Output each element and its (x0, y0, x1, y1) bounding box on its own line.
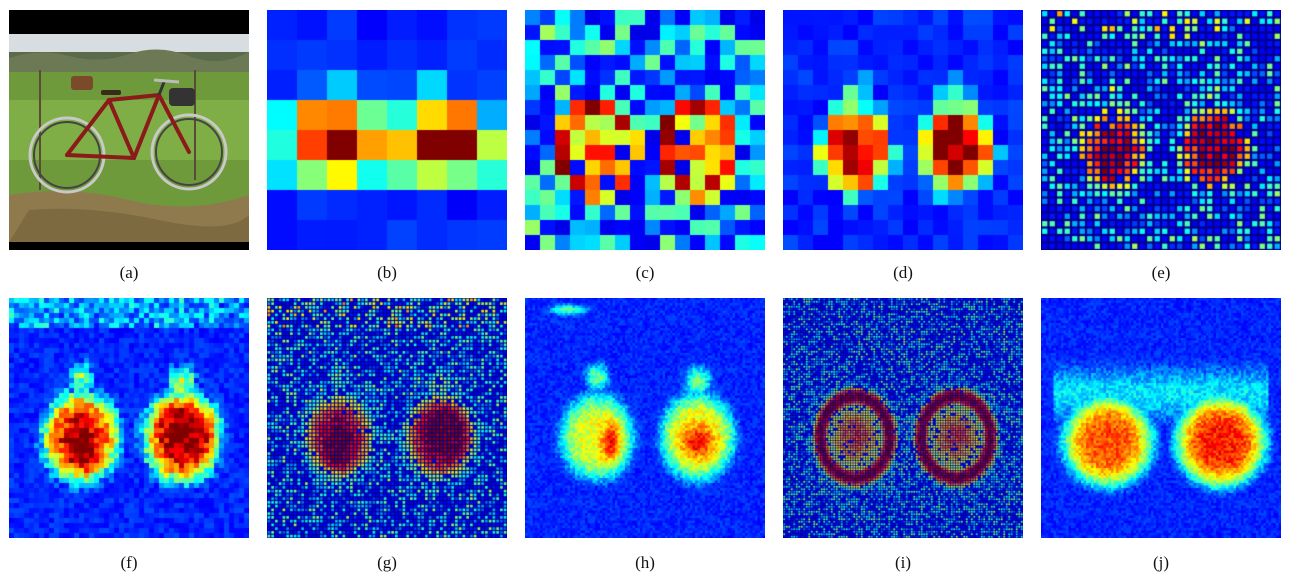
heatmap-canvas (525, 298, 765, 538)
heatmap-d (783, 10, 1023, 250)
heatmap-e (1041, 10, 1281, 250)
caption-j: (j) (1152, 553, 1170, 572)
bicycle-photo-image (9, 10, 249, 250)
heatmap-canvas (783, 298, 1023, 538)
heatmap-b (267, 10, 507, 250)
caption-e: (e) (1151, 263, 1171, 282)
heatmap-canvas (783, 10, 1023, 250)
caption-b: (b) (377, 263, 397, 282)
heatmap-canvas (525, 10, 765, 250)
caption-c: (c) (635, 263, 655, 282)
heatmap-canvas (1041, 10, 1281, 250)
heatmap-c (525, 10, 765, 250)
heatmap-h (525, 298, 765, 538)
heatmap-f (9, 298, 249, 538)
caption-d: (d) (893, 263, 913, 282)
heatmap-i (783, 298, 1023, 538)
heatmap-canvas (267, 10, 507, 250)
caption-h: (h) (635, 553, 655, 572)
heatmap-canvas (267, 298, 507, 538)
heatmap-g (267, 298, 507, 538)
heatmap-j (1041, 298, 1281, 538)
caption-i: (i) (894, 553, 912, 572)
caption-g: (g) (377, 553, 397, 572)
caption-a: (a) (119, 263, 139, 282)
heatmap-canvas (1041, 298, 1281, 538)
bicycle-photo (9, 10, 249, 250)
caption-f: (f) (120, 553, 138, 572)
heatmap-canvas (9, 298, 249, 538)
